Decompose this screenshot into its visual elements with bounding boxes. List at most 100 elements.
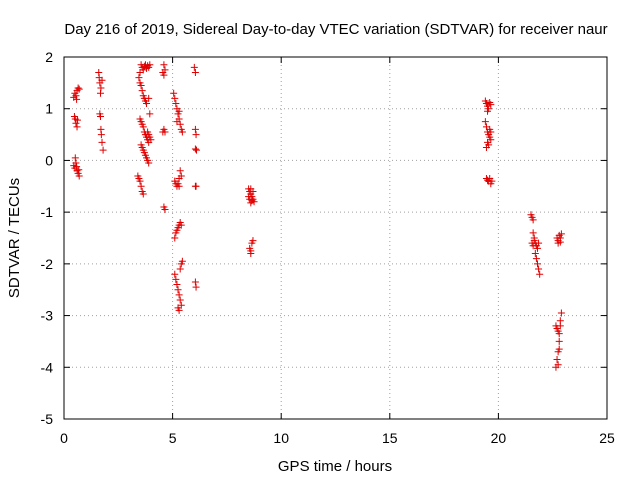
data-point [71,154,79,162]
data-point [99,146,107,154]
data-point [191,125,199,133]
y-tick-label: -5 [41,411,54,427]
plot-frame [63,56,608,420]
data-point [176,265,184,273]
data-point [177,172,185,180]
data-point [536,270,544,278]
data-point [172,275,180,283]
data-point [139,66,147,74]
data-point [484,107,492,115]
data-point [171,94,179,102]
data-point [171,270,179,278]
x-tick-label: 20 [491,430,507,446]
data-point [529,229,537,237]
data-point [145,159,153,167]
data-point [535,239,543,247]
data-point [555,337,563,345]
data-point [192,131,200,139]
data-point [139,190,147,198]
data-point [178,257,186,265]
data-point [555,330,563,338]
data-point [191,145,199,153]
y-tick-label: 0 [45,152,53,168]
data-point [191,278,199,286]
data-point [73,123,81,131]
data-point [191,69,199,77]
data-point [533,260,541,268]
data-point [175,182,183,190]
data-point [192,283,200,291]
data-point [75,85,83,93]
data-point [143,100,151,108]
y-tick-label: -3 [41,308,54,324]
y-tick-label: -2 [41,256,54,272]
data-point [97,131,105,139]
data-point [73,95,81,103]
x-axis-label: GPS time / hours [278,458,392,475]
data-point [72,119,80,127]
data-point [192,146,200,154]
data-point [249,237,257,245]
data-point [175,107,183,115]
data-point [248,197,256,205]
data-point [174,304,182,312]
y-tick-label: 1 [45,101,53,117]
data-point [529,242,537,250]
data-point [170,89,178,97]
data-point [556,238,564,246]
data-point [145,94,153,102]
data-point [160,61,168,69]
data-point [72,92,80,100]
data-point [98,138,106,146]
data-point [137,81,145,89]
data-point [247,250,255,258]
data-point [556,322,564,330]
data-point [533,244,541,252]
data-point [245,193,253,201]
chart-title: Day 216 of 2019, Sidereal Day-to-day VTE… [64,21,607,38]
data-point [531,250,539,258]
data-point [487,101,495,109]
y-tick-label: 2 [45,49,53,65]
y-axis-label: SDTVAR / TECUs [6,178,23,298]
data-point [159,69,167,77]
data-point [75,166,83,174]
data-point [190,63,198,71]
data-point [176,167,184,175]
x-tick-label: 5 [169,430,177,446]
grid-layer [64,57,607,419]
data-point [482,144,490,151]
data-point [137,182,145,190]
y-tick-label: -1 [41,204,54,220]
data-point [530,234,538,242]
data-point [173,281,181,289]
data-point [247,185,255,193]
data-point [171,234,179,242]
data-point [488,177,496,185]
data-point [553,356,561,364]
data-point [487,128,495,136]
data-point [161,206,169,214]
x-tick-label: 15 [382,430,398,446]
data-points [70,61,565,371]
data-point [146,61,154,69]
x-tick-label: 25 [599,430,615,446]
data-point [75,172,83,180]
data-point [139,123,147,131]
data-point [175,291,183,299]
axis-ticks: 0 5 10 15 20 25 -5 -4 -3 -2 -1 0 1 2 [41,49,615,446]
data-point [172,100,180,108]
data-point [554,361,562,369]
data-point [135,74,143,82]
data-point [529,216,537,224]
data-point [161,128,169,136]
data-point [557,230,565,238]
data-point [535,265,543,273]
data-point [98,76,106,84]
data-point [176,296,184,304]
data-point [557,309,565,317]
x-tick-label: 10 [273,430,289,446]
data-point [555,345,563,353]
